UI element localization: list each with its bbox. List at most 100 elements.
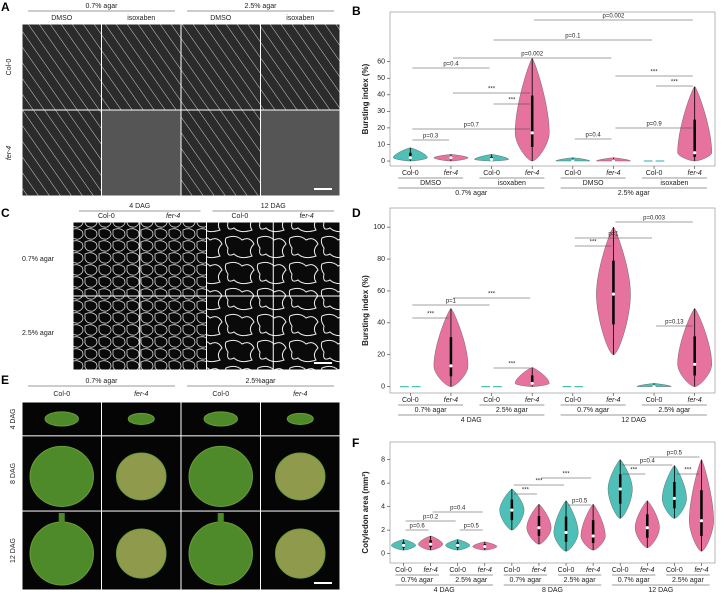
x-tick-label: fer-4 (640, 567, 654, 574)
column-label: isoxaben (286, 15, 314, 22)
annotation: *** (671, 80, 679, 86)
header: 4 DAG (129, 203, 150, 210)
median (429, 542, 433, 546)
x-tick-label: Col-0 (449, 567, 466, 574)
image (181, 24, 260, 110)
group-label: 2.5% agar (564, 577, 597, 584)
x-tick-label: fer-4 (444, 397, 458, 404)
x-tick-label: fer-4 (478, 567, 492, 574)
x-tick-label: fer-4 (606, 170, 620, 177)
row-label: 4 DAG (10, 408, 17, 429)
group-label: 2.5% agar (455, 577, 488, 584)
median (510, 508, 514, 512)
row-label: 8 DAG (10, 463, 17, 484)
x-tick-label: fer-4 (423, 567, 437, 574)
median (456, 543, 460, 547)
image (273, 222, 340, 296)
median (693, 151, 697, 155)
median (537, 526, 541, 530)
x-tick-label: fer-4 (525, 397, 539, 404)
supergroup-label: 4 DAG (434, 587, 455, 594)
plot-frame (389, 207, 716, 394)
column-label: fer-4 (293, 391, 307, 398)
cotyledon (203, 411, 238, 427)
annotation: *** (522, 488, 530, 494)
image (181, 110, 260, 196)
row-label: 0.7% agar (22, 256, 55, 263)
median (611, 292, 616, 296)
x-tick-label: fer-4 (688, 170, 702, 177)
x-tick-label: Col-0 (402, 170, 419, 177)
column-label: DMSO (51, 15, 73, 22)
annotation: p=1 (608, 232, 619, 238)
annotation: p=0.2 (423, 515, 439, 521)
column-label: Col-0 (98, 213, 115, 220)
x-tick-label: Col-0 (395, 567, 412, 574)
y-tick-label: 10 (377, 141, 385, 148)
supergroup-label: 12 DAG (621, 417, 646, 424)
median (408, 385, 412, 389)
group-label: 0.7% agar (577, 407, 610, 414)
group-label: 2.5% agar (672, 577, 705, 584)
median (652, 159, 656, 163)
x-tick-label: fer-4 (532, 567, 546, 574)
y-tick-label: 6 (381, 480, 385, 487)
x-tick-label: fer-4 (525, 170, 539, 177)
y-tick-label: 100 (373, 224, 385, 231)
group-label: DMSO (583, 180, 605, 187)
column-label: DMSO (210, 15, 232, 22)
group-label: isoxaben (660, 180, 688, 187)
annotation: p=0.7 (464, 123, 480, 129)
image (140, 222, 206, 296)
median (408, 156, 412, 160)
x-tick-label: Col-0 (504, 567, 521, 574)
cotyledon (116, 528, 167, 579)
median (571, 385, 575, 389)
x-tick-label: fer-4 (694, 567, 708, 574)
x-tick-label: Col-0 (564, 170, 581, 177)
annotation: p=0.5 (667, 451, 683, 457)
panel-label: D (352, 206, 361, 220)
annotation: *** (427, 312, 435, 318)
cotyledon (188, 445, 253, 507)
y-tick-label: 30 (377, 108, 385, 115)
column-label: fer-4 (134, 391, 148, 398)
annotation: *** (488, 292, 496, 298)
annotation: p=0.13 (665, 320, 684, 326)
column-label: fer-4 (166, 213, 180, 220)
y-tick-label: 60 (377, 288, 385, 295)
image (22, 110, 101, 196)
petiole (217, 513, 224, 529)
plot-frame (389, 11, 716, 167)
x-tick-label: Col-0 (483, 170, 500, 177)
panel-label: F (352, 436, 359, 450)
annotation: p=0.4 (586, 133, 602, 139)
header: 12 DAG (261, 203, 286, 210)
x-tick-label: Col-0 (402, 397, 419, 404)
cotyledon (29, 521, 94, 586)
panel-label: C (1, 206, 10, 220)
group-label: 0.7% agar (415, 407, 448, 414)
annotation: p=1 (446, 299, 457, 305)
median (530, 381, 534, 386)
x-tick-label: Col-0 (612, 567, 629, 574)
annotation: *** (630, 468, 638, 474)
median (401, 543, 406, 547)
header: 2.5%agar (246, 378, 277, 385)
group-label: 0.7% agar (509, 577, 542, 584)
x-tick-label: Col-0 (646, 170, 663, 177)
annotation: p=0.5 (464, 524, 480, 530)
cotyledon (116, 452, 167, 501)
annotation: p=0.5 (572, 499, 588, 505)
median (652, 385, 656, 389)
group-label: DMSO (420, 180, 442, 187)
group-label: 0.7% agar (618, 577, 651, 584)
annotation: p=0.6 (409, 524, 425, 530)
y-tick-label: 80 (377, 256, 385, 263)
annotation: *** (563, 472, 571, 478)
y-tick-label: 0 (381, 383, 385, 390)
median (611, 159, 616, 163)
annotation: *** (651, 70, 659, 76)
row-label: fer-4 (6, 146, 13, 160)
supergroup-label: 0.7% agar (455, 190, 488, 197)
